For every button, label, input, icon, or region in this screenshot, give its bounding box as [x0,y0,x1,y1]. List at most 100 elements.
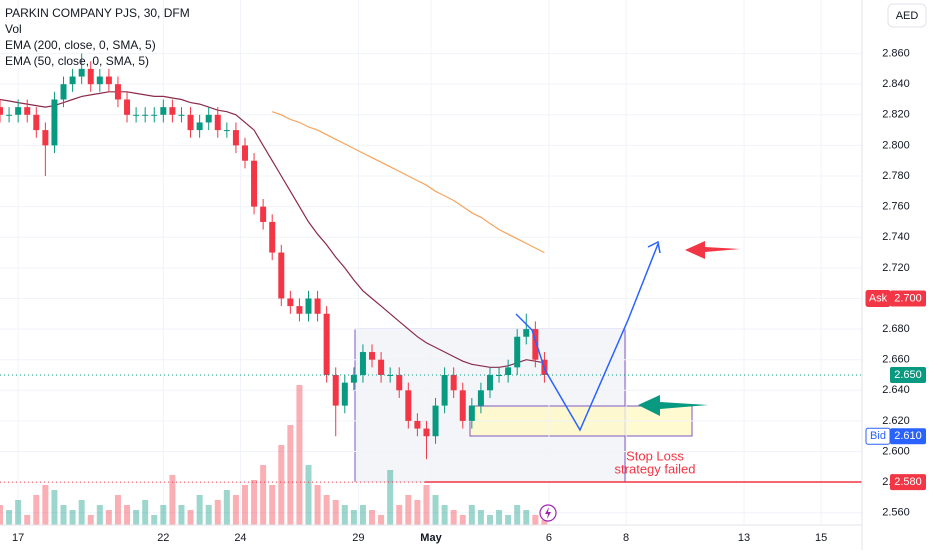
candle-body [532,329,539,360]
candle-body [78,68,85,77]
projection-arrowhead [647,240,661,254]
candle-body [187,114,194,131]
volume-bar [477,510,484,525]
x-tick-label: May [420,532,442,544]
candle-body [160,107,167,115]
candle-body [96,76,103,85]
candle-body [359,352,366,375]
drawings-under [354,328,693,483]
volume-bar [405,495,412,525]
volume-bar [396,505,403,525]
chart-title: PARKIN COMPANY PJS, 30, DFM [5,6,190,20]
candle-body [459,390,466,421]
volume-bar [232,495,239,525]
candle-body [214,114,221,131]
legend-entry: EMA (50, close, 0, SMA, 5) [5,54,149,68]
volume-bar [241,485,248,525]
volume-bar [441,505,448,525]
candle-body [24,107,31,115]
volume-bar [450,510,457,525]
candle-body [350,375,357,383]
volume-bar [0,505,3,525]
volume-bar [15,500,22,525]
price-tag-name: Bid [870,430,886,442]
y-tick-label: 2.780 [882,170,910,182]
volume-bar [114,495,121,525]
candle-body [414,420,421,429]
ema-line [0,91,545,368]
volume-bar [105,510,112,525]
volume-bar [505,515,512,525]
candle-body [223,130,230,132]
price-tag-name: Ask [869,292,888,304]
volume-bar [178,505,185,525]
volume-bar [432,495,439,525]
currency-label: AED [896,10,919,22]
y-tick-label: 2.560 [882,507,910,519]
candle-body [369,352,376,360]
y-tick-label: 2.680 [882,323,910,335]
candle-body [124,99,131,115]
candle-body [323,313,330,375]
volume-bar [314,485,321,525]
volume-bar [42,485,49,525]
volume-bar [387,470,394,525]
volume-bar [160,505,167,525]
price-tag-name-box [865,427,891,445]
x-tick-label: 29 [352,532,364,544]
candle-body [496,375,503,376]
y-tick-label: 2.860 [882,47,910,59]
candle-body [105,76,112,85]
volume-bar [378,515,385,525]
volume-bar [78,500,85,525]
candle-body [33,114,40,131]
volume-bar [69,510,76,525]
candle-body [269,221,276,253]
event-bolt [545,507,551,519]
volume-bar [296,385,303,525]
volume-bar [151,515,158,525]
volume-bar [260,465,267,525]
candle-body [432,405,439,437]
x-tick-label: 13 [738,532,750,544]
volume-bar [142,500,149,525]
ema-line [272,111,545,254]
volume-bar [269,485,276,525]
red-arrow [685,241,740,259]
legend-entry: EMA (200, close, 0, SMA, 5) [5,38,156,52]
drawings-over: Stop Loss strategy failed [425,240,862,522]
volume-bar [369,510,376,525]
y-tick-label: 2.760 [882,201,910,213]
volume-bar [323,495,330,525]
volume-bar [459,515,466,525]
candle-body [151,114,158,116]
volume-bar [486,515,493,525]
currency-button[interactable] [887,3,927,28]
price-tag [890,474,926,491]
volume-bar [169,475,176,525]
candle-body [423,428,430,437]
candle-body [505,367,512,375]
x-tick-label: 22 [157,532,169,544]
candle-body [523,329,530,337]
candle-body [232,130,239,146]
volume-bar [6,510,13,525]
candle-body [486,375,493,391]
x-tick-label: 8 [623,532,629,544]
candle-body [332,375,339,406]
x-tick-label: 17 [12,532,24,544]
candle-body [396,375,403,391]
volume-bar [423,485,430,525]
candle-body [87,68,94,85]
volume-bar [60,505,67,525]
candle-body [133,114,140,116]
y-tick-label: 2.660 [882,354,910,366]
candle-body [296,306,303,314]
candle-body [314,298,321,314]
candle-body [51,99,58,146]
y-tick-label: 2.820 [882,109,910,121]
candle-body [60,84,67,100]
y-tick-label: 2.720 [882,262,910,274]
price-tag-name-box [865,289,891,307]
